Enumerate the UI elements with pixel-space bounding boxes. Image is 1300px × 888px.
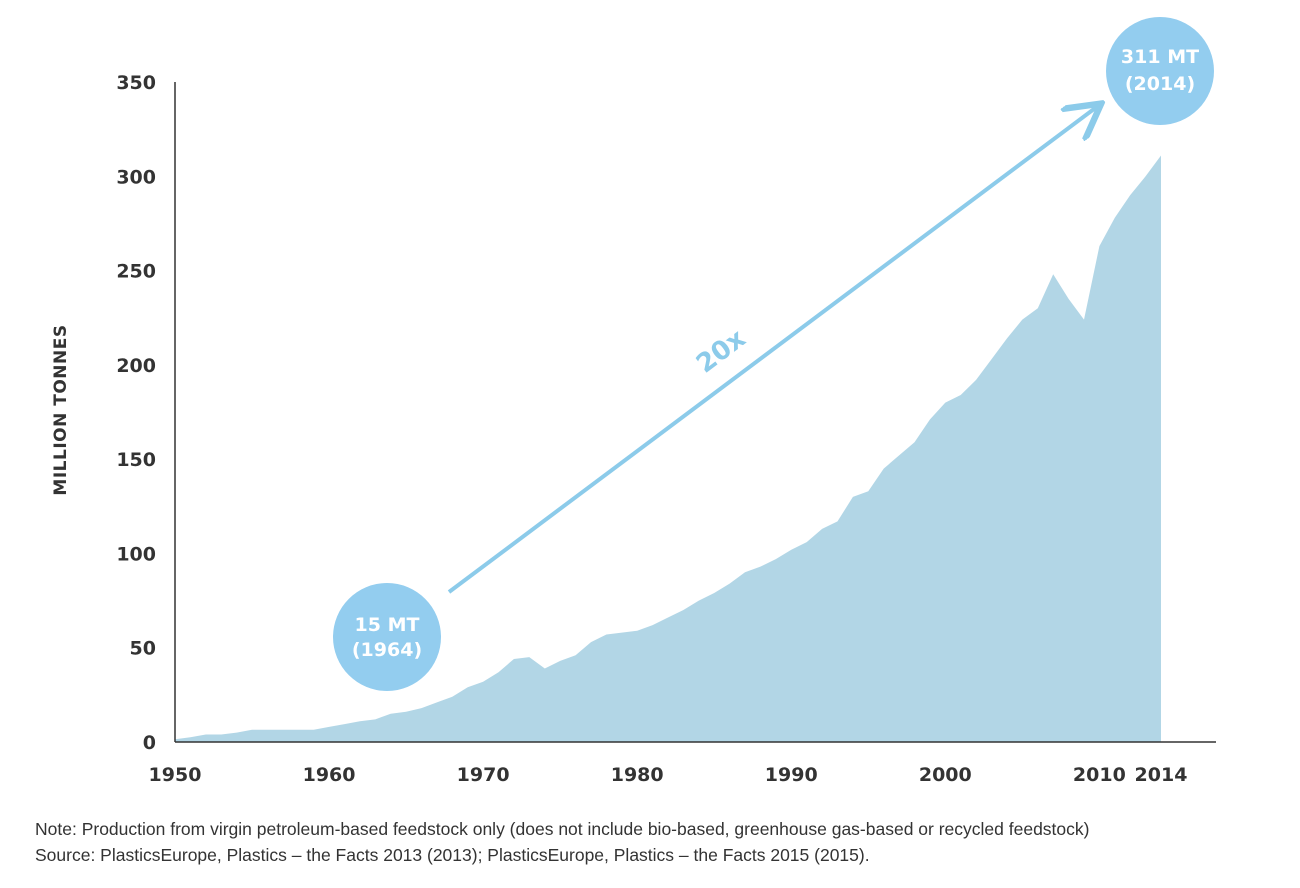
y-tick-label: 50 — [130, 638, 156, 660]
start-bubble-value: 15 MT — [355, 614, 420, 636]
y-tick-label: 300 — [116, 166, 156, 188]
start-bubble-year: (1964) — [352, 639, 422, 661]
y-tick-labels: 0 50 100 150 200 250 300 350 — [116, 72, 156, 754]
y-tick-label: 0 — [143, 732, 156, 754]
y-axis-label: MILLION TONNES — [51, 324, 71, 495]
x-tick-label: 1990 — [765, 764, 818, 786]
area-series-layer — [175, 155, 1161, 742]
note-text: Note: Production from virgin petroleum-b… — [35, 819, 1090, 839]
source-text: Source: PlasticsEurope, Plastics – the F… — [35, 845, 870, 865]
x-tick-label: 1950 — [149, 764, 202, 786]
y-tick-label: 200 — [116, 355, 156, 377]
y-tick-label: 350 — [116, 72, 156, 94]
x-tick-label: 2000 — [919, 764, 972, 786]
end-bubble-year: (2014) — [1125, 73, 1195, 95]
y-tick-label: 150 — [116, 449, 156, 471]
production-area — [175, 155, 1161, 742]
x-tick-label: 1980 — [611, 764, 664, 786]
x-tick-label: 1970 — [457, 764, 510, 786]
footnotes: Note: Production from virgin petroleum-b… — [35, 816, 1089, 868]
x-tick-label: 2014 — [1135, 764, 1188, 786]
growth-arrow — [447, 106, 1098, 594]
end-bubble-value: 311 MT — [1121, 46, 1199, 68]
y-tick-label: 100 — [116, 543, 156, 565]
end-bubble: 311 MT (2014) — [1106, 17, 1214, 125]
start-bubble: 15 MT (1964) — [333, 583, 441, 691]
y-tick-label: 250 — [116, 261, 156, 283]
x-tick-label: 1960 — [303, 764, 356, 786]
x-tick-label: 2010 — [1073, 764, 1126, 786]
x-tick-labels: 1950 1960 1970 1980 1990 2000 2010 2014 — [149, 764, 1188, 786]
